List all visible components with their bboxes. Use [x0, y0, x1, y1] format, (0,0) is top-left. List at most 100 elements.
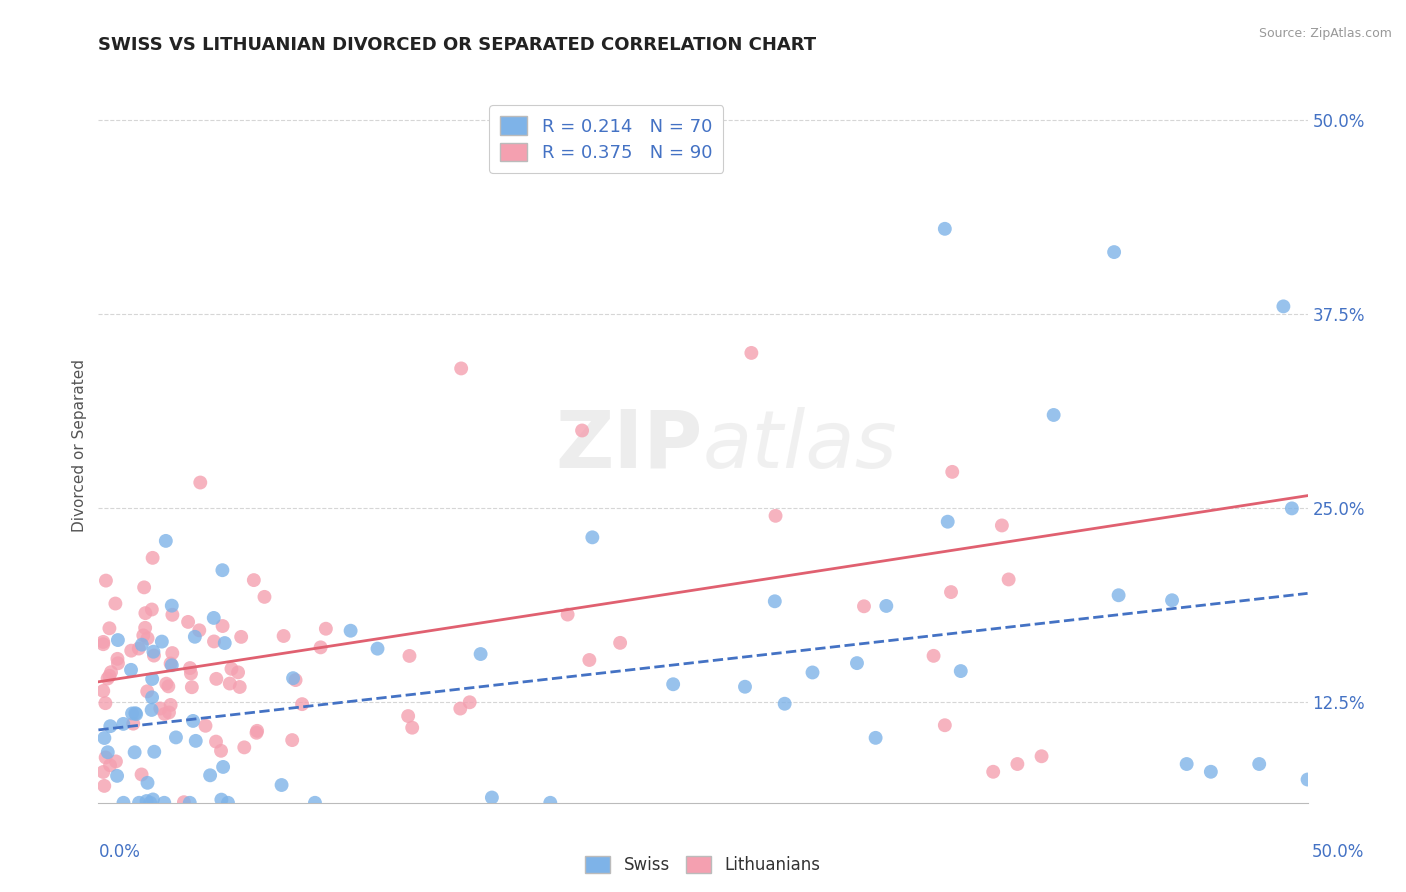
Point	[1161, 593, 1184, 607]
Point	[211, 563, 233, 577]
Legend: Swiss, Lithuanians: Swiss, Lithuanians	[581, 851, 825, 880]
Point	[571, 424, 593, 438]
Point	[481, 790, 503, 805]
Point	[132, 628, 155, 642]
Point	[367, 641, 389, 656]
Point	[205, 672, 228, 686]
Point	[162, 607, 184, 622]
Point	[557, 607, 579, 622]
Point	[141, 703, 163, 717]
Point	[107, 652, 129, 666]
Point	[581, 530, 603, 544]
Point	[112, 796, 135, 810]
Point	[205, 734, 228, 748]
Point	[765, 508, 787, 523]
Point	[112, 717, 135, 731]
Text: SWISS VS LITHUANIAN DIVORCED OR SEPARATED CORRELATION CHART: SWISS VS LITHUANIAN DIVORCED OR SEPARATE…	[98, 36, 817, 54]
Point	[97, 745, 120, 759]
Point	[304, 796, 326, 810]
Point	[221, 662, 243, 676]
Point	[97, 672, 120, 686]
Point	[155, 676, 177, 690]
Point	[124, 706, 146, 721]
Point	[243, 573, 266, 587]
Point	[153, 796, 176, 810]
Point	[875, 599, 897, 613]
Point	[458, 695, 481, 709]
Point	[1102, 245, 1125, 260]
Point	[922, 648, 945, 663]
Point	[131, 767, 153, 781]
Point	[214, 636, 236, 650]
Point	[281, 733, 304, 747]
Point	[939, 585, 962, 599]
Point	[120, 643, 142, 657]
Point	[309, 640, 332, 655]
Point	[98, 719, 121, 733]
Point	[165, 731, 187, 745]
Point	[253, 590, 276, 604]
Point	[1281, 501, 1303, 516]
Point	[136, 632, 159, 646]
Point	[449, 701, 471, 715]
Point	[202, 611, 225, 625]
Point	[209, 792, 232, 806]
Point	[1199, 764, 1222, 779]
Point	[91, 637, 114, 651]
Point	[136, 684, 159, 698]
Point	[231, 630, 253, 644]
Point	[233, 740, 256, 755]
Point	[157, 706, 180, 720]
Point	[107, 633, 129, 648]
Point	[160, 658, 183, 673]
Point	[1175, 757, 1198, 772]
Point	[120, 663, 142, 677]
Point	[1272, 299, 1295, 313]
Point	[128, 641, 150, 656]
Point	[202, 634, 225, 648]
Point	[398, 648, 420, 663]
Point	[94, 750, 117, 764]
Point	[98, 758, 121, 772]
Point	[124, 745, 146, 759]
Point	[188, 624, 211, 638]
Point	[125, 707, 148, 722]
Point	[142, 648, 165, 663]
Point	[141, 672, 163, 686]
Point	[94, 696, 117, 710]
Point	[763, 594, 786, 608]
Text: atlas: atlas	[703, 407, 898, 485]
Point	[217, 796, 239, 810]
Point	[941, 465, 963, 479]
Point	[107, 657, 129, 671]
Legend: R = 0.214   N = 70, R = 0.375   N = 90: R = 0.214 N = 70, R = 0.375 N = 90	[489, 105, 723, 173]
Point	[226, 665, 249, 680]
Point	[273, 629, 295, 643]
Point	[609, 636, 631, 650]
Point	[150, 634, 173, 648]
Point	[136, 776, 159, 790]
Text: 0.0%: 0.0%	[98, 843, 141, 861]
Text: ZIP: ZIP	[555, 407, 703, 485]
Point	[94, 574, 117, 588]
Point	[538, 796, 561, 810]
Point	[121, 706, 143, 721]
Point	[991, 518, 1014, 533]
Point	[155, 533, 177, 548]
Point	[184, 630, 207, 644]
Point	[159, 698, 181, 712]
Point	[245, 725, 267, 739]
Point	[157, 679, 180, 693]
Point	[773, 697, 796, 711]
Point	[142, 645, 165, 659]
Point	[104, 755, 127, 769]
Point	[181, 714, 204, 728]
Point	[1108, 588, 1130, 602]
Point	[179, 661, 201, 675]
Point	[173, 795, 195, 809]
Point	[141, 602, 163, 616]
Point	[1042, 408, 1064, 422]
Point	[180, 680, 202, 694]
Point	[149, 701, 172, 715]
Point	[284, 673, 307, 687]
